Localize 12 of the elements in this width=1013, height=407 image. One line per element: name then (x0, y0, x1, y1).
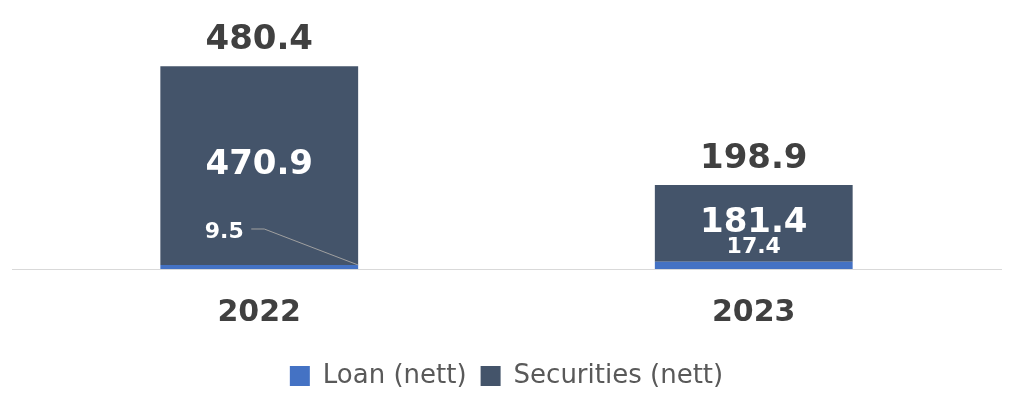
data-label: 470.9 (205, 142, 314, 183)
legend-label: Loan (nett) (322, 358, 467, 389)
x-tick-label: 2023 (712, 292, 796, 328)
data-label: 9.5 (204, 217, 244, 243)
bar (160, 264, 359, 269)
bar (160, 66, 359, 265)
legend-label: Securities (nett) (513, 358, 724, 389)
total-label: 198.9 (699, 135, 808, 176)
x-tick-label: 2022 (217, 292, 301, 328)
total-label: 480.4 (205, 17, 314, 58)
bar (654, 261, 853, 269)
bar (654, 185, 853, 262)
